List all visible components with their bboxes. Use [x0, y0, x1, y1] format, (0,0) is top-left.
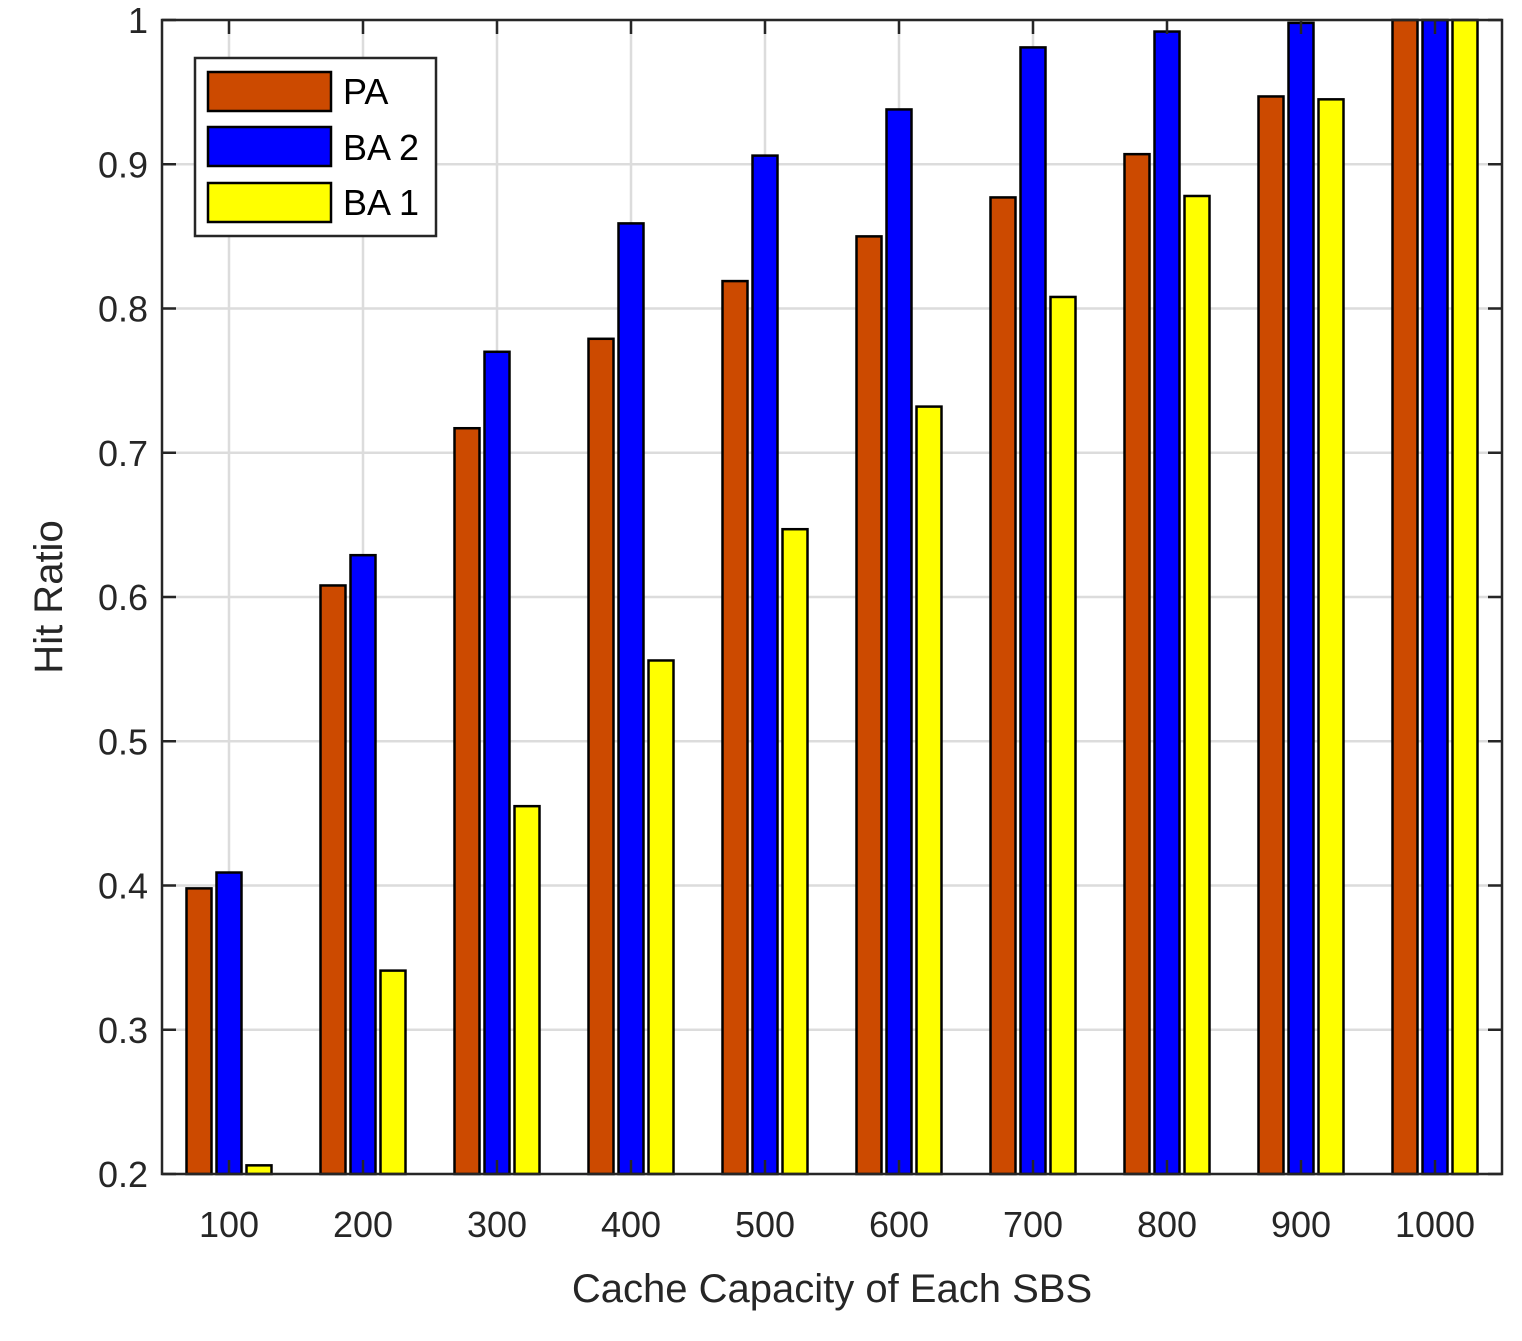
bar-ba2-200	[349, 553, 377, 1176]
x-tick-label: 600	[869, 1204, 929, 1245]
bar-ba2-600	[885, 108, 913, 1176]
bar-pa-800	[1123, 152, 1151, 1176]
bars-group	[185, 18, 1479, 1176]
legend-label-pa: PA	[343, 71, 388, 112]
bar-pa-900	[1257, 95, 1285, 1176]
legend-swatch-pa	[206, 70, 333, 113]
bar-pa-100	[185, 887, 213, 1176]
y-tick-label: 0.5	[98, 721, 148, 762]
bar-ba2-1000	[1421, 18, 1449, 1176]
bar-ba2-400	[617, 222, 645, 1176]
bar-ba1-800	[1183, 194, 1211, 1176]
x-tick-label: 900	[1271, 1204, 1331, 1245]
tick-marks	[162, 18, 1502, 1176]
y-tick-label: 0.9	[98, 144, 148, 185]
y-tick-label: 1	[128, 0, 148, 41]
y-tick-label: 0.7	[98, 433, 148, 474]
y-tick-labels: 0.2 0.3 0.4 0.5 0.6 0.7 0.8 0.9 1	[98, 0, 148, 1195]
bar-pa-200	[319, 584, 347, 1176]
y-tick-label: 0.3	[98, 1010, 148, 1051]
bar-pa-500	[721, 279, 749, 1176]
bar-ba2-300	[483, 350, 511, 1176]
bar-ba1-400	[647, 659, 675, 1176]
y-tick-label: 0.8	[98, 289, 148, 330]
legend: PA BA 2 BA 1	[193, 56, 438, 238]
x-tick-label: 500	[735, 1204, 795, 1245]
legend-label-ba2: BA 2	[343, 127, 419, 168]
legend-swatch-ba2	[206, 125, 333, 168]
bar-ba2-800	[1153, 30, 1181, 1176]
x-tick-label: 800	[1137, 1204, 1197, 1245]
x-tick-label: 300	[467, 1204, 527, 1245]
bar-pa-700	[989, 196, 1017, 1176]
bar-pa-300	[453, 426, 481, 1176]
x-axis-label: Cache Capacity of Each SBS	[572, 1267, 1092, 1311]
y-tick-label: 0.2	[98, 1154, 148, 1195]
bar-ba1-1000	[1451, 18, 1479, 1176]
bar-pa-1000	[1391, 18, 1419, 1176]
bar-ba2-700	[1019, 46, 1047, 1176]
y-tick-label: 0.4	[98, 866, 148, 907]
bar-ba1-200	[379, 969, 407, 1176]
x-tick-label: 700	[1003, 1204, 1063, 1245]
bar-ba1-500	[781, 527, 809, 1176]
x-tick-label: 100	[199, 1204, 259, 1245]
bar-ba1-600	[915, 405, 943, 1176]
y-tick-label: 0.6	[98, 577, 148, 618]
bar-ba1-100	[245, 1164, 273, 1176]
bar-ba2-900	[1287, 21, 1315, 1176]
bar-ba2-100	[215, 871, 243, 1176]
bar-ba1-700	[1049, 295, 1077, 1176]
bar-pa-400	[587, 337, 615, 1176]
x-tick-label: 200	[333, 1204, 393, 1245]
bar-ba2-500	[751, 154, 779, 1176]
legend-label-ba1: BA 1	[343, 182, 419, 223]
x-tick-labels: 100 200 300 400 500 600 700 800 900 1000	[199, 1204, 1475, 1245]
x-tick-label: 1000	[1395, 1204, 1475, 1245]
bar-pa-600	[855, 235, 883, 1176]
bar-ba1-900	[1317, 98, 1345, 1176]
bar-ba1-300	[513, 804, 541, 1176]
y-axis-label: Hit Ratio	[27, 520, 71, 673]
legend-swatch-ba1	[206, 181, 333, 224]
x-tick-label: 400	[601, 1204, 661, 1245]
